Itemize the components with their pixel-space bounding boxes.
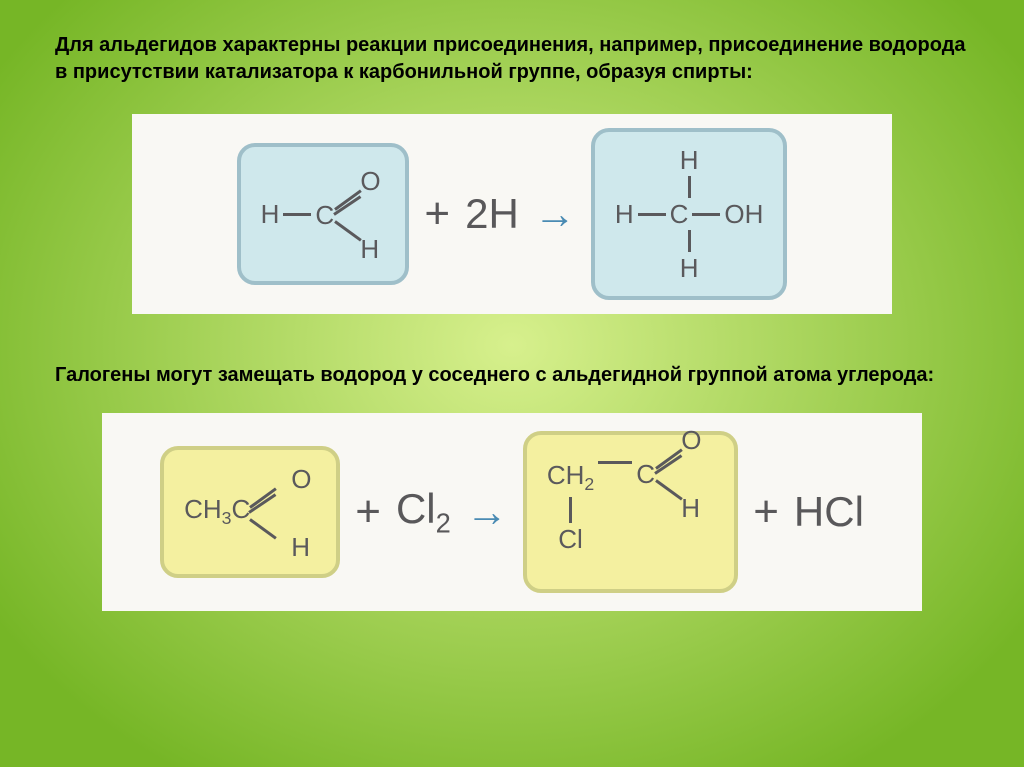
sub3: 3 xyxy=(222,508,232,528)
cho-group: C O H xyxy=(636,423,714,523)
sub2: 2 xyxy=(436,507,451,538)
atom-h-top: H xyxy=(680,147,699,173)
paragraph-text: Галогены могут замещать водород у соседн… xyxy=(55,362,969,389)
atom-h: H xyxy=(360,236,379,262)
reaction-halogenation: CH3C O H + Cl2 → CH2 Cl xyxy=(102,413,922,611)
atom-o: O xyxy=(291,466,311,492)
slide: Для альдегидов характерны реакции присое… xyxy=(0,0,1024,767)
atom-oh: OH xyxy=(724,201,763,227)
bond xyxy=(598,461,632,464)
chloroacetaldehyde-structure: CH2 Cl C O H xyxy=(547,447,714,577)
reagent-2h: 2H xyxy=(465,190,519,238)
reaction-arrow: → xyxy=(534,193,576,235)
bond xyxy=(692,213,720,216)
plus-sign: + xyxy=(753,490,779,534)
heading-text: Для альдегидов характерны реакции присое… xyxy=(55,32,969,86)
single-bond xyxy=(655,479,683,500)
byproduct-hcl: HCl xyxy=(794,488,864,536)
sub2: 2 xyxy=(584,474,594,494)
cho-group: C O H xyxy=(315,164,385,264)
single-bond xyxy=(335,220,363,241)
bond xyxy=(638,213,666,216)
acetaldehyde-structure: CH3C O H xyxy=(184,462,316,562)
ch2-column: CH2 Cl xyxy=(547,462,594,552)
bond xyxy=(688,176,691,198)
ch3-group: CH3C xyxy=(184,496,250,528)
row: H C OH xyxy=(615,201,764,227)
product-methanol: H H C OH H xyxy=(591,128,788,300)
reactant-acetaldehyde: CH3C O H xyxy=(160,446,340,578)
atom-h: H xyxy=(681,495,700,521)
atom-h-bottom: H xyxy=(680,255,699,281)
ch: CH xyxy=(184,494,222,524)
reaction-arrow: → xyxy=(466,491,508,533)
atom-c: C xyxy=(315,202,334,228)
atom-h-left: H xyxy=(615,201,634,227)
methanol-structure: H H C OH H xyxy=(615,144,764,284)
atom-o: O xyxy=(681,427,701,453)
reaction-hydrogenation: H C O H + 2H → H H xyxy=(132,114,892,314)
atom-cl: Cl xyxy=(558,526,583,552)
formaldehyde-structure: H C O H xyxy=(261,159,386,269)
atom-c: C xyxy=(636,461,655,487)
plus-sign: + xyxy=(424,192,450,236)
bond xyxy=(283,213,311,216)
reagent-cl2: Cl2 xyxy=(396,485,451,539)
ch2-group: CH2 xyxy=(547,462,594,494)
bond xyxy=(688,230,691,252)
atom-h: H xyxy=(261,201,280,227)
atom-c: C xyxy=(670,201,689,227)
atom-o: O xyxy=(360,168,380,194)
cl: Cl xyxy=(396,485,436,532)
ch: CH xyxy=(547,460,585,490)
reactant-formaldehyde: H C O H xyxy=(237,143,410,285)
bond xyxy=(569,497,572,523)
single-bond xyxy=(249,518,277,539)
plus-sign: + xyxy=(355,490,381,534)
atom-h: H xyxy=(291,534,310,560)
product-chloroacetaldehyde: CH2 Cl C O H xyxy=(523,431,738,593)
cho-group: O H xyxy=(246,462,316,562)
